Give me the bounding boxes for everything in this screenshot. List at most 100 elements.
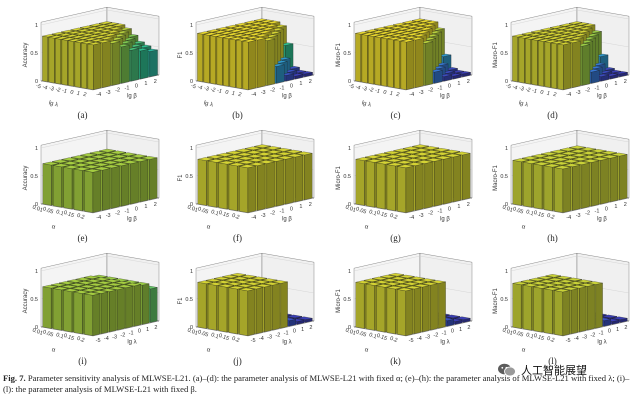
y-tick-label: -5 [96, 338, 101, 344]
y-tick-label: -2 [275, 332, 280, 338]
bar-top-face [573, 161, 590, 165]
bar-side-face [150, 287, 158, 323]
bar-top-face [387, 37, 402, 41]
figure-grid: 0 0.5 1 -5 -4 -3 -2 -1 0 1 2 -4 -3 -2 -1 0 1 2 lg λ lg β Acc… [23, 5, 630, 366]
z-tick-label: 1 [190, 146, 193, 152]
bar [557, 42, 572, 90]
bar-side-face [272, 283, 280, 331]
y-tick-label: 1 [299, 204, 302, 210]
bar-top-face [88, 282, 104, 287]
bar-top-face [541, 155, 559, 160]
bar-side-face [587, 284, 595, 331]
z-tick-label: 0.5 [343, 174, 351, 180]
bar-top-face [544, 32, 558, 36]
z-axis-label: Micro-F1 [336, 289, 342, 313]
bar-top-face [531, 29, 545, 33]
bar-top-face [397, 287, 413, 292]
bar-top-face [79, 284, 96, 289]
x-tick-label: 2 [552, 92, 557, 99]
bar-top-face [68, 38, 82, 42]
bar-top-face [576, 30, 590, 34]
bar-top-face [395, 284, 411, 288]
bar [554, 165, 571, 213]
y-axis-label: lg λ [597, 340, 606, 346]
y-tick-label: 1 [144, 204, 147, 210]
bar-top-face [108, 286, 125, 290]
bar-top-face [256, 152, 273, 156]
x-tick-label: -4 [354, 84, 361, 91]
bar-top-face [572, 157, 589, 161]
bar-side-face [121, 44, 130, 84]
bar-top-face [580, 151, 598, 155]
y-tick-label: -3 [419, 213, 424, 219]
x-tick-label: 0.1 [210, 209, 219, 217]
panel-label: (b) [232, 110, 243, 120]
bar-top-face [553, 161, 570, 166]
bar-front-face [81, 42, 87, 89]
z-tick-label: 1 [35, 23, 38, 29]
bar-front-face [543, 288, 553, 335]
bar-front-face [512, 35, 518, 82]
bar-top-face [48, 35, 63, 39]
x-tick-label: -4 [196, 84, 203, 91]
z-axis-label: Macro-F1 [493, 288, 499, 314]
bar-top-face [112, 162, 129, 167]
z-gridline [353, 255, 473, 272]
bar-front-face [73, 291, 83, 335]
bar-top-face [554, 165, 571, 170]
x-tick-label: -1 [374, 88, 381, 95]
z-axis-label: Accuracy [23, 289, 29, 314]
y-axis-label: lg λ [440, 340, 449, 346]
x-axis-label: α [521, 347, 526, 354]
y-axis-label: lg β [282, 94, 292, 100]
bar-front-face [218, 285, 228, 333]
bar-top-face [418, 19, 432, 23]
bar-side-face [570, 288, 578, 334]
y-tick-label: -1 [438, 209, 443, 215]
bar-top-face [558, 279, 574, 283]
panel-label: (i) [78, 356, 87, 366]
y-tick-label: 0 [448, 83, 451, 89]
bar-top-face [84, 168, 101, 173]
bar-top-face [109, 150, 127, 155]
bar-top-face [248, 162, 266, 166]
bar-top-face [241, 23, 255, 27]
bar-front-face [397, 289, 406, 336]
bar-front-face [52, 288, 62, 331]
wechat-logo-icon [498, 363, 516, 377]
bar-top-face [559, 147, 577, 152]
x-tick-label: -5 [190, 83, 197, 90]
bar-top-face [102, 25, 116, 29]
bar-top-face [383, 24, 397, 28]
bar-top-face [252, 37, 266, 41]
bar-top-face [531, 154, 548, 158]
bar-top-face [106, 282, 123, 287]
bar-top-face [70, 27, 84, 31]
bar-top-face [255, 283, 272, 288]
z-axis-label: Micro-F1 [336, 43, 342, 67]
z-tick-label: 1 [35, 269, 38, 275]
z-tick-label: 1 [35, 146, 38, 152]
bar-top-face [560, 151, 578, 156]
bar-top-face [248, 32, 262, 36]
panel-label: (l) [548, 356, 557, 366]
bar-top-face [109, 26, 123, 30]
bar-top-face [236, 152, 253, 157]
z-tick-label: 0.5 [185, 174, 193, 180]
bar-top-face [570, 285, 587, 289]
chart-panel: 0 0.5 1 -5 -4 -3 -2 -1 0 1 2 -4 -3 -2 -1 0 1 2 lg λ lg β Mic… [318, 5, 473, 127]
bar-top-face [98, 284, 114, 289]
bar-top-face [53, 163, 70, 168]
y-tick-label: 0 [293, 329, 296, 335]
bar-top-face [381, 35, 395, 39]
x-tick-label: 0.2 [546, 213, 555, 221]
x-tick-label: 0 [539, 89, 544, 96]
bar-top-face [82, 161, 99, 165]
bar3d-chart: 00.51-5 -4 -3 -2 -1 0 1 2 -4 -3 -2 -1 0 1 2lg λlg βAcc… [23, 7, 160, 109]
bar-side-face [149, 157, 158, 200]
y-tick-label: -1 [125, 209, 130, 215]
y-tick-label: 0 [448, 206, 451, 212]
bar-side-face [591, 160, 600, 207]
bar3d-chart: 00.51-5 -4 -3 -2 -1 0 1 2 -4 -3 -2 -1 0 1 2lg λlg βMic… [336, 7, 473, 109]
bar-top-face [562, 286, 578, 291]
